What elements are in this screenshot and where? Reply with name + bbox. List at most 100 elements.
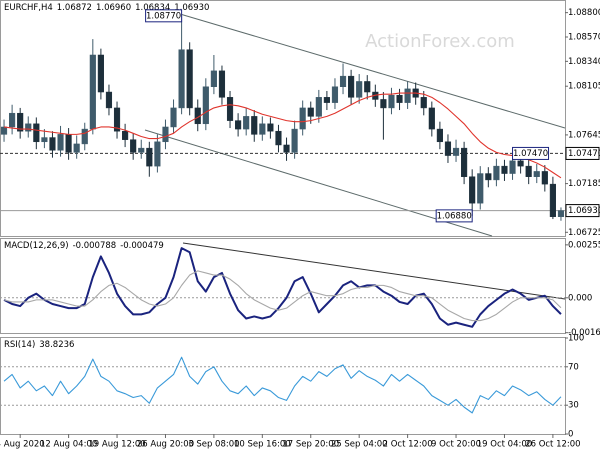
macd-panel <box>0 238 566 334</box>
candle-body <box>533 171 540 177</box>
candle-body <box>105 91 113 109</box>
y-tick-label: 1.08800 <box>568 8 600 18</box>
candle-body <box>380 99 387 109</box>
series-line <box>3 356 562 414</box>
y-tick-label: 100 <box>568 334 584 344</box>
x-tick-label: 10 Sep 16:00 <box>234 440 291 450</box>
candle-body <box>41 137 48 143</box>
candle-body <box>315 97 322 117</box>
annotation-box <box>435 209 473 223</box>
macd-trendline <box>182 242 566 300</box>
y-tick-label: 70 <box>568 362 579 372</box>
candle-body <box>364 81 371 93</box>
candle-body <box>323 97 330 103</box>
candle-body <box>517 160 524 167</box>
x-tick-label: 19 Aug 12:00 <box>88 440 145 450</box>
candle-body <box>122 130 129 140</box>
y-tick-label: 1.07185 <box>568 179 600 189</box>
candle-body <box>226 97 234 121</box>
candle-body <box>493 165 500 181</box>
candle-body <box>9 112 16 128</box>
symbol: EURCHF,H4 <box>4 3 53 13</box>
candle-body <box>218 70 226 98</box>
candle-body <box>170 107 177 128</box>
x-tick-label: 3 Sep 08:00 <box>188 440 239 450</box>
candle-body <box>388 94 395 109</box>
price-marker-label: 1.07470 <box>568 149 600 159</box>
x-tick-label: 25 Sep 04:00 <box>331 440 388 450</box>
candle-body <box>146 147 153 167</box>
candle-body <box>444 141 452 156</box>
annotation-label: 1.08770 <box>146 11 181 21</box>
candle-body <box>477 173 484 204</box>
series-line <box>3 270 562 322</box>
x-tick-label: 26 Aug 20:00 <box>137 440 194 450</box>
x-tick-label: 17 Sep 20:00 <box>282 440 339 450</box>
annotation-box <box>512 146 550 160</box>
candle-body <box>49 137 56 151</box>
candle-body <box>485 173 492 181</box>
y-tick-label: 1.07645 <box>568 130 600 140</box>
candle-body <box>541 171 548 185</box>
candle-body <box>356 81 363 98</box>
candle-body <box>291 128 298 153</box>
x-tick-label: 12 Aug 04:00 <box>40 440 97 450</box>
annotation: 1.07470 <box>512 146 550 160</box>
rsi-panel <box>0 337 566 435</box>
series-line <box>3 247 562 328</box>
annotation-label: 1.06880 <box>437 211 472 221</box>
candle-body <box>428 107 435 130</box>
macd-header: MACD(12,26,9) -0.000788 -0.000479 <box>4 241 164 251</box>
y-tick-label: 1.08570 <box>568 32 600 42</box>
channel-upper <box>179 13 566 129</box>
candle-body <box>138 147 145 153</box>
candle-body <box>259 123 266 135</box>
candle-body <box>348 75 355 98</box>
candle-body <box>57 134 64 151</box>
candle-body <box>178 49 185 109</box>
candle-body <box>501 165 508 174</box>
rsi-last: 38.8236 <box>39 340 74 350</box>
candle-body <box>130 139 137 153</box>
y-tick-label: 1.08340 <box>568 57 600 67</box>
macd-last: -0.000788 <box>73 241 117 251</box>
x-tick-label: 26 Oct 12:00 <box>525 440 580 450</box>
candle-body <box>436 128 443 143</box>
rsi-header: RSI(14) 38.8236 <box>4 340 74 350</box>
watermark: ActionForex.com <box>365 31 515 52</box>
y-tick-label: 30 <box>568 401 579 411</box>
signal-last: -0.000479 <box>120 241 164 251</box>
header-high: 1.06960 <box>96 3 131 13</box>
header-low: 1.06834 <box>135 3 170 13</box>
candle-body <box>97 54 104 93</box>
candle-body <box>154 141 161 167</box>
x-tick-label: 4 Aug 2020 <box>0 440 45 450</box>
y-tick-label: 1.08105 <box>568 82 600 92</box>
x-tick-label: 2 Oct 12:00 <box>383 440 433 450</box>
candle-body <box>113 107 121 132</box>
header-close: 1.06930 <box>174 3 209 13</box>
rsi-title: RSI(14) <box>4 340 35 350</box>
channel-lower <box>144 129 493 237</box>
candle-body <box>283 144 290 153</box>
candle-body <box>549 183 556 217</box>
y-tick-label: 0.002557 <box>568 240 600 250</box>
candle-body <box>25 123 32 132</box>
candle-body <box>299 107 306 130</box>
candle-body <box>339 75 347 87</box>
x-tick-label: 19 Oct 04:00 <box>477 440 532 450</box>
y-tick-label: -0.001685 <box>568 328 600 338</box>
candle-body <box>251 116 258 135</box>
annotation: 1.08770 <box>145 9 183 23</box>
candle-body <box>452 147 460 156</box>
candle-body <box>235 120 242 130</box>
candle-body <box>331 86 339 103</box>
candle-body <box>162 126 169 143</box>
y-tick-label: 0.000 <box>568 293 592 303</box>
candle-body <box>525 165 532 177</box>
x-tick-label: 9 Oct 20:00 <box>431 440 481 450</box>
candle-body <box>81 128 88 145</box>
price-marker-label: 1.06930 <box>568 206 600 216</box>
candle-body <box>73 143 80 153</box>
